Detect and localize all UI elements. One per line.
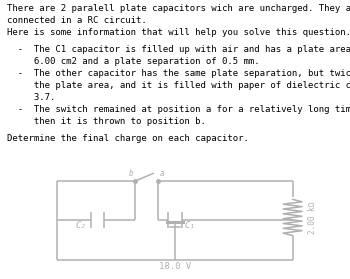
- Text: -  The C1 capacitor is filled up with air and has a plate area of: - The C1 capacitor is filled up with air…: [7, 45, 350, 54]
- Text: C₂: C₂: [75, 221, 86, 230]
- Text: Here is some information that will help you solve this question.: Here is some information that will help …: [7, 28, 350, 37]
- Text: 2.00 kΩ: 2.00 kΩ: [308, 201, 317, 234]
- Text: -  The switch remained at position a for a relatively long time,: - The switch remained at position a for …: [7, 105, 350, 114]
- Text: the plate area, and it is filled with paper of dielectric constant: the plate area, and it is filled with pa…: [7, 81, 350, 90]
- Text: 18.0 V: 18.0 V: [159, 261, 191, 271]
- Text: There are 2 paralell plate capacitors wich are uncharged. They are: There are 2 paralell plate capacitors wi…: [7, 4, 350, 13]
- Text: -  The other capacitor has the same plate separation, but twice: - The other capacitor has the same plate…: [7, 69, 350, 78]
- Text: then it is thrown to position b.: then it is thrown to position b.: [7, 117, 206, 126]
- Text: b: b: [129, 169, 134, 178]
- Text: a: a: [159, 169, 164, 178]
- Text: Determine the final charge on each capacitor.: Determine the final charge on each capac…: [7, 134, 249, 143]
- Text: connected in a RC circuit.: connected in a RC circuit.: [7, 16, 147, 25]
- Text: 6.00 cm2 and a plate separation of 0.5 mm.: 6.00 cm2 and a plate separation of 0.5 m…: [7, 57, 260, 66]
- Text: 3.7.: 3.7.: [7, 93, 55, 102]
- Text: C₁: C₁: [184, 221, 195, 230]
